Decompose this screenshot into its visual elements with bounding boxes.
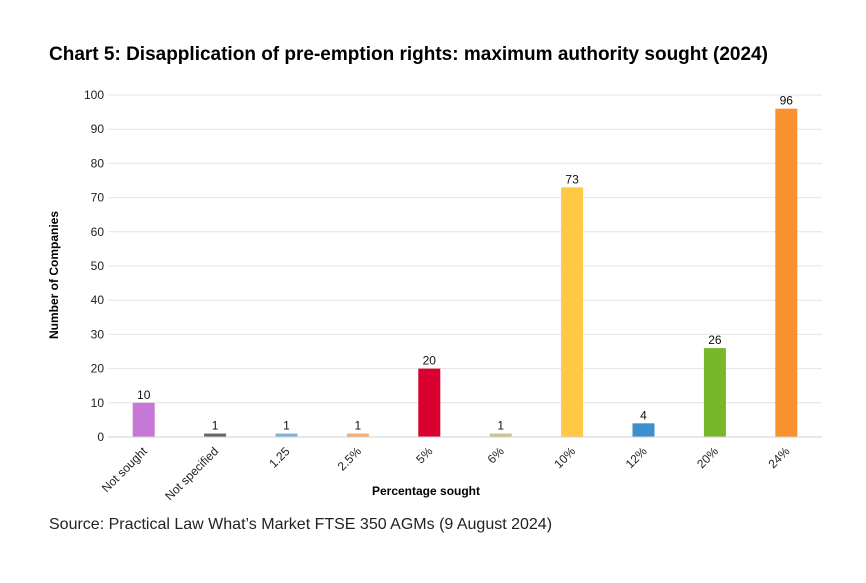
y-tick-label: 80 (91, 156, 105, 170)
y-axis-ticks: 0 10 20 30 40 50 60 70 80 90 100 (84, 88, 104, 444)
x-tick-label: Not specified (162, 444, 221, 503)
y-tick-label: 100 (84, 88, 104, 102)
data-label: 96 (780, 94, 794, 108)
data-label: 10 (137, 388, 151, 402)
y-tick-label: 10 (91, 396, 105, 410)
x-tick-label: 20% (694, 444, 721, 471)
data-label: 26 (708, 333, 722, 347)
data-label: 1 (212, 419, 219, 433)
bar (204, 433, 227, 437)
y-tick-label: 50 (91, 259, 105, 273)
data-label: 4 (640, 408, 647, 422)
chart-title: Chart 5: Disapplication of pre-emption r… (49, 44, 768, 65)
bar (561, 187, 584, 437)
bar (703, 348, 726, 437)
data-label: 1 (497, 419, 504, 433)
y-tick-label: 30 (91, 327, 105, 341)
x-tick-label: 12% (623, 444, 650, 471)
bar (275, 433, 298, 437)
data-label: 1 (283, 419, 290, 433)
gridlines (108, 94, 822, 404)
y-tick-label: 40 (91, 293, 105, 307)
x-tick-label: 24% (766, 444, 793, 471)
bar (346, 433, 369, 437)
y-tick-label: 20 (91, 362, 105, 376)
y-tick-label: 60 (91, 225, 105, 239)
bar (418, 368, 441, 437)
x-axis-title: Percentage sought (372, 484, 480, 498)
y-tick-label: 90 (91, 122, 105, 136)
y-axis-title: Number of Companies (47, 211, 61, 339)
x-tick-label: Not sought (99, 444, 150, 495)
data-label: 20 (423, 354, 437, 368)
data-labels: 10 1 1 1 20 1 73 4 26 96 (137, 94, 793, 433)
source-note: Source: Practical Law What’s Market FTSE… (49, 516, 553, 533)
data-label: 1 (355, 419, 362, 433)
bar (632, 423, 655, 437)
bar (132, 402, 155, 437)
x-tick-label: 2.5% (335, 444, 364, 473)
x-tick-label: 1.25 (266, 444, 293, 471)
x-tick-label: 6% (485, 444, 507, 466)
bar (775, 108, 798, 438)
bars (132, 108, 798, 438)
x-tick-label: 5% (413, 444, 435, 466)
y-tick-label: 0 (97, 430, 104, 444)
y-tick-label: 70 (91, 191, 105, 205)
bar (489, 433, 512, 437)
x-tick-label: 10% (551, 444, 578, 471)
data-label: 73 (565, 172, 579, 186)
